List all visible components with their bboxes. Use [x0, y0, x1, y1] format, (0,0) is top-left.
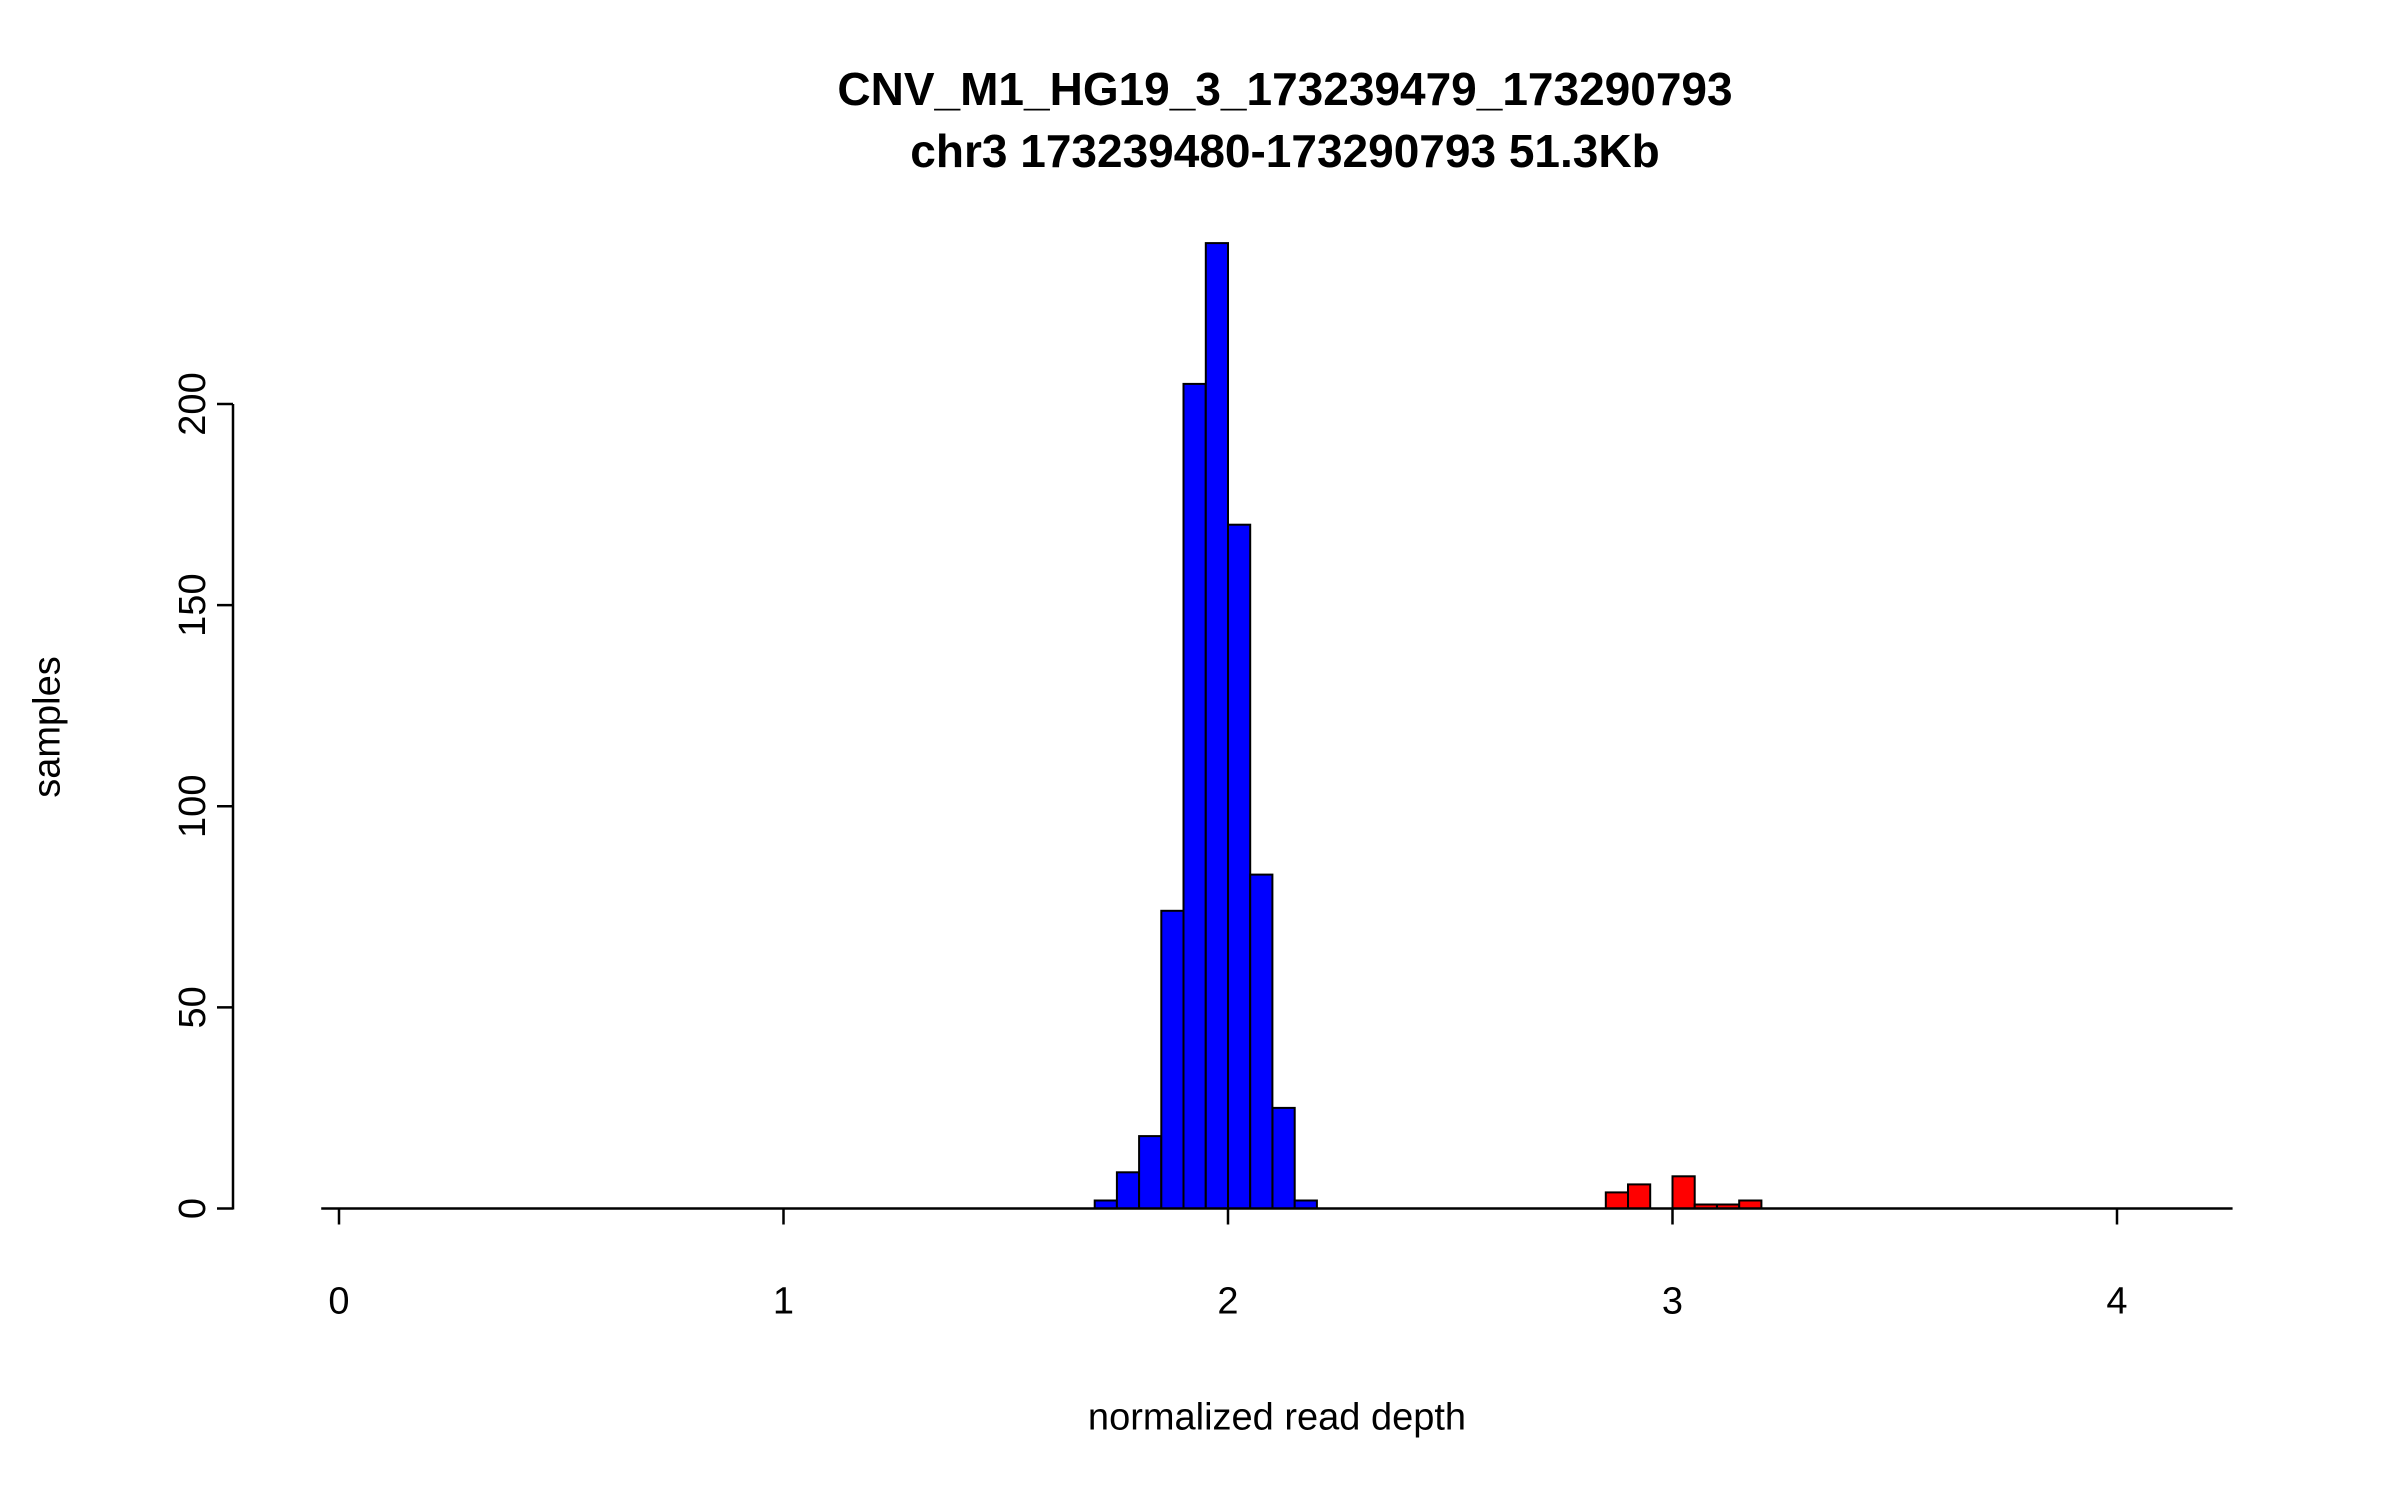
y-tick-label: 150 — [172, 573, 214, 636]
histogram-bar — [1160, 909, 1185, 1210]
histogram-bar — [1604, 1191, 1630, 1210]
chart-title-line1: CNV_M1_HG19_3_173239479_173290793 — [837, 63, 1733, 115]
histogram-bar — [1204, 242, 1230, 1210]
y-tick-label: 200 — [172, 372, 214, 435]
histogram-bar — [1271, 1106, 1296, 1210]
histogram-bar — [1627, 1183, 1652, 1210]
y-tick-label: 50 — [172, 986, 214, 1028]
y-tick-label: 100 — [172, 775, 214, 838]
chart-title-line2: chr3 173239480-173290793 51.3Kb — [910, 125, 1660, 177]
x-tick-label: 4 — [2106, 1281, 2127, 1323]
histogram-bar — [1249, 873, 1274, 1210]
histogram-bar — [1227, 523, 1252, 1210]
x-axis-label: normalized read depth — [1087, 1396, 1467, 1439]
histogram-bar — [1182, 382, 1207, 1210]
histogram-bar — [1138, 1135, 1163, 1210]
y-tick-label: 0 — [172, 1198, 214, 1219]
x-tick-label: 0 — [328, 1281, 349, 1323]
x-tick-label: 3 — [1662, 1281, 1683, 1323]
histogram-bar — [1115, 1171, 1141, 1210]
chart-title: CNV_M1_HG19_3_173239479_173290793 chr3 1… — [340, 58, 2230, 182]
x-tick-label: 2 — [1217, 1281, 1238, 1323]
x-tick-label: 1 — [773, 1281, 794, 1323]
histogram-bar — [1671, 1175, 1696, 1210]
